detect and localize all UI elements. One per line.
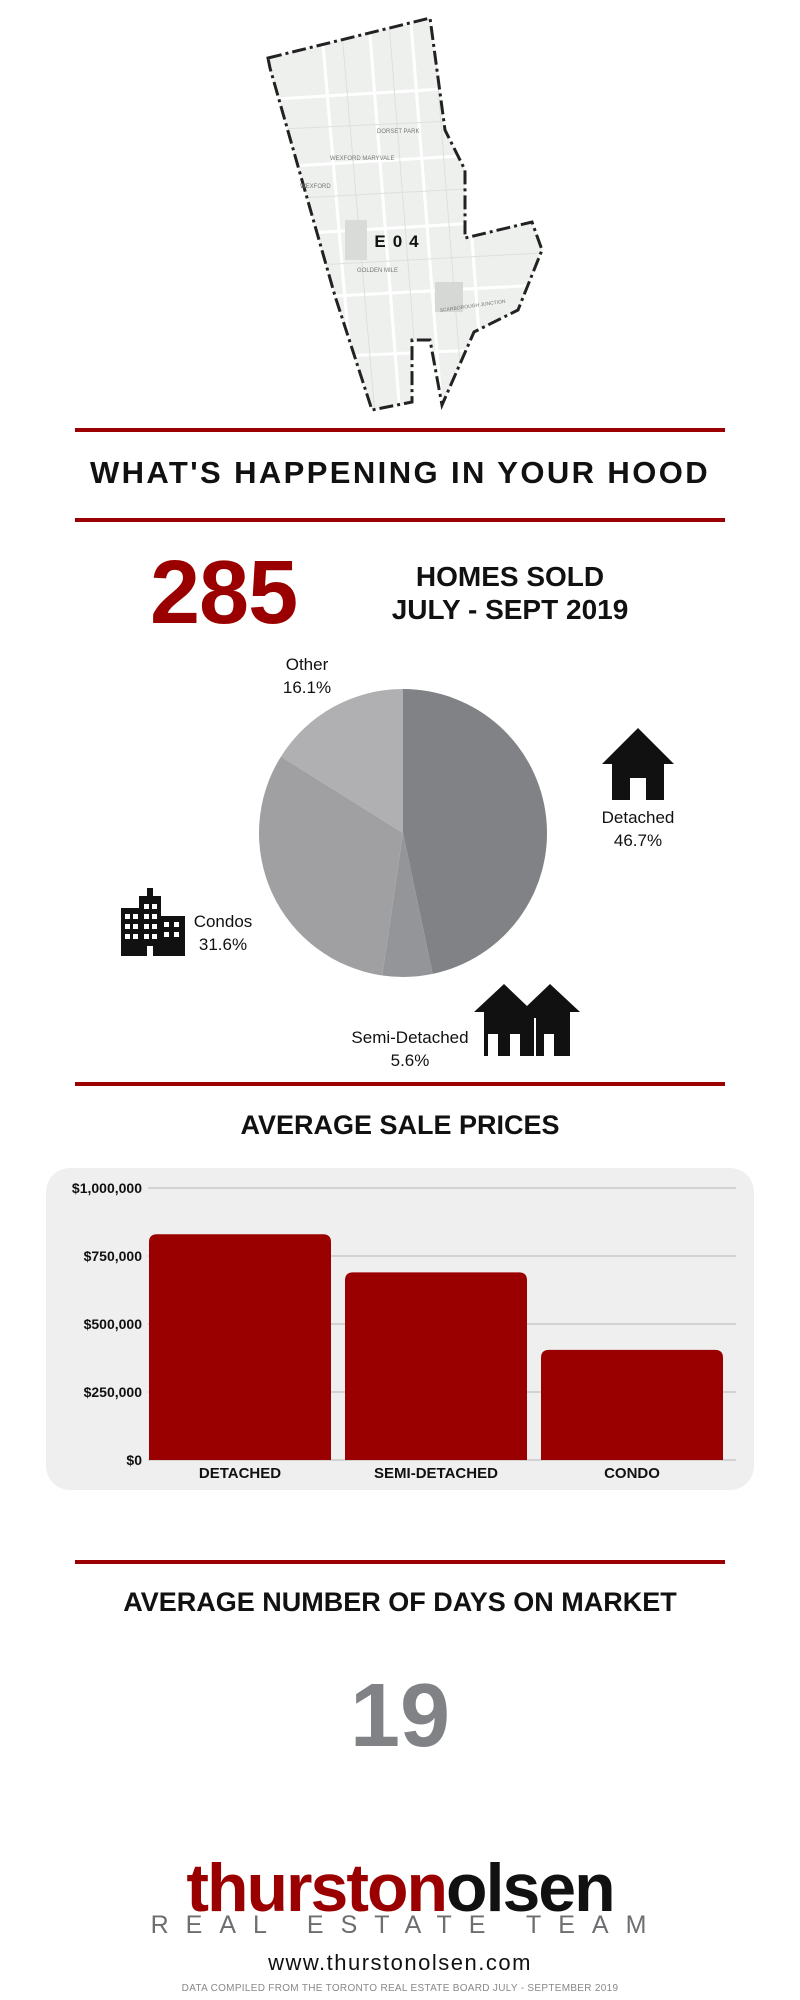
pie-label-detached: Detached 46.7% — [588, 806, 688, 852]
x-tick-label: CONDO — [604, 1465, 660, 1482]
pie-label-semi-detached-pct: 5.6% — [390, 1051, 430, 1070]
map-label-wexford: WEXFORD — [300, 184, 331, 190]
pie-label-detached-pct: 46.7% — [613, 831, 663, 850]
brand-tagline: REAL ESTATE TEAM — [150, 1911, 664, 1939]
bar-condo — [541, 1349, 723, 1460]
y-tick-label: $750,000 — [84, 1248, 143, 1264]
map-label-dorset-park: DORSET PARK — [377, 129, 419, 135]
homes-sold-period: JULY - SEPT 2019 — [391, 594, 629, 625]
page-title: WHAT'S HAPPENING IN YOUR HOOD — [89, 455, 711, 490]
property-type-pie-chart — [258, 689, 547, 977]
townhouses-icon — [474, 984, 580, 1056]
data-source-note: DATA COMPILED FROM THE TORONTO REAL ESTA… — [181, 1983, 619, 1994]
divider-days — [75, 1560, 725, 1564]
x-tick-label: SEMI-DETACHED — [374, 1465, 498, 1482]
pie-slice-condos — [258, 756, 403, 976]
condo-building-icon — [121, 888, 185, 956]
pie-label-condos-pct: 31.6% — [198, 935, 248, 954]
y-tick-label: $0 — [126, 1452, 142, 1468]
pie-label-condos: Condos 31.6% — [173, 910, 273, 956]
days-on-market-value: 19 — [349, 1666, 451, 1766]
map-label-wexford-maryvale: WEXFORD MARYVALE — [330, 156, 394, 162]
divider-top — [75, 428, 725, 432]
pie-label-semi-detached: Semi-Detached 5.6% — [330, 1026, 490, 1072]
district-code: E04 — [374, 232, 425, 251]
pie-label-other: Other 16.1% — [257, 653, 357, 699]
map-boundary — [266, 16, 544, 412]
bar-detached — [149, 1234, 331, 1460]
pie-label-detached-name: Detached — [601, 808, 675, 827]
y-tick-label: $500,000 — [84, 1316, 143, 1332]
homes-sold-label: HOMES SOLD JULY - SEPT 2019 — [360, 560, 660, 626]
map-label-golden-mile: GOLDEN MILE — [357, 268, 398, 274]
avg-sale-price-bar-chart: $0 $250,000 $500,000 $750,000 $1,000,000 DETA… — [72, 1180, 736, 1482]
brand-logo-part2: olsen — [446, 1850, 616, 1926]
pie-label-other-name: Other — [285, 655, 329, 674]
map-area — [268, 18, 542, 410]
pie-slice-detached — [403, 689, 547, 974]
y-tick-label: $1,000,000 — [72, 1180, 142, 1196]
days-on-market-title: AVERAGE NUMBER OF DAYS ON MARKET — [123, 1587, 677, 1617]
district-map: DORSET PARK WEXFORD MARYVALE WEXFORD GOL… — [266, 16, 544, 412]
divider-bottom — [75, 518, 725, 522]
pie-label-condos-name: Condos — [193, 912, 253, 931]
brand-logo: thurstonolsen — [0, 1848, 800, 1928]
homes-sold-label-line1: HOMES SOLD — [415, 561, 605, 592]
divider-prices — [75, 1082, 725, 1086]
y-tick-label: $250,000 — [84, 1384, 143, 1400]
x-tick-label: DETACHED — [199, 1465, 281, 1482]
avg-sale-prices-title: AVERAGE SALE PRICES — [240, 1110, 560, 1140]
house-icon — [602, 728, 674, 800]
homes-sold-count: 285 — [150, 543, 298, 643]
pie-slice-other — [280, 689, 403, 833]
pie-slice-semi-detached — [382, 833, 433, 977]
bar-semi-detached — [345, 1272, 527, 1460]
pie-label-semi-detached-name: Semi-Detached — [351, 1028, 469, 1047]
website-link[interactable]: www.thurstonolsen.com — [268, 1950, 532, 1975]
pie-label-other-pct: 16.1% — [282, 678, 332, 697]
brand-logo-part1: thurston — [186, 1850, 448, 1926]
